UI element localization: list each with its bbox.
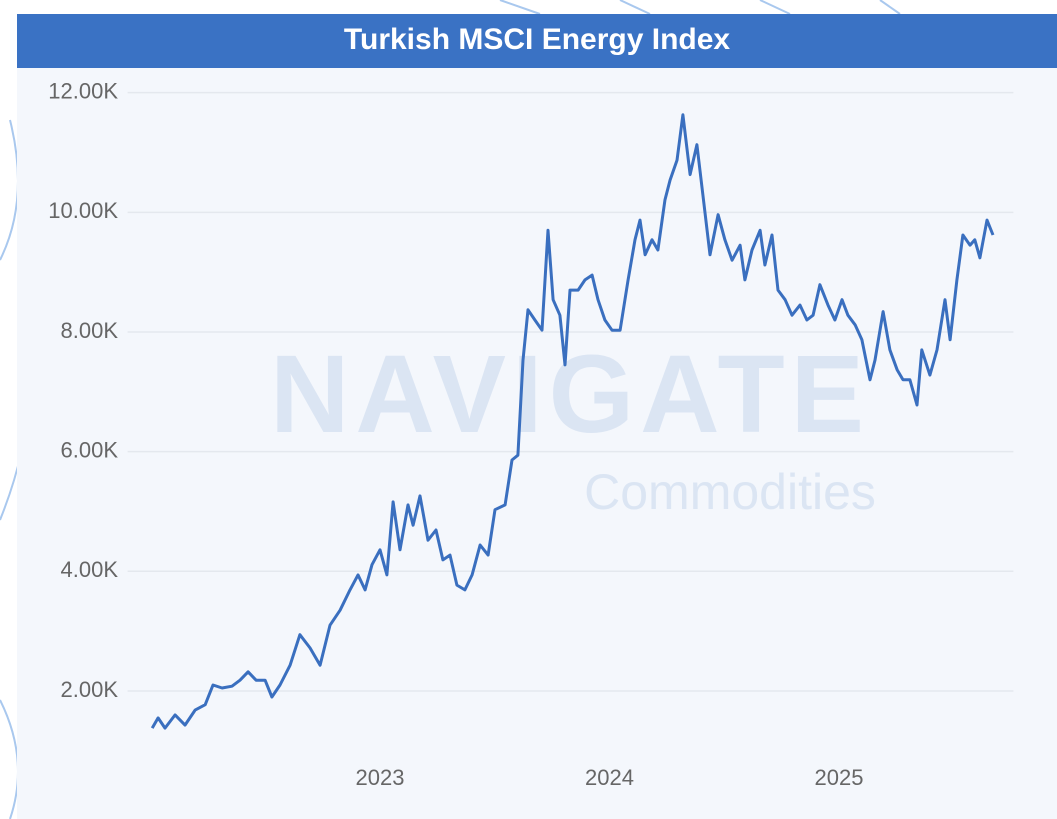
chart-title: Turkish MSCI Energy Index <box>344 23 731 56</box>
y-tick-label: 4.00K <box>61 557 119 582</box>
line-series <box>150 113 995 730</box>
x-tick-label: 2024 <box>585 765 634 790</box>
plot-background <box>17 68 1057 819</box>
y-tick-label: 2.00K <box>61 677 119 702</box>
x-tick-label: 2025 <box>815 765 864 790</box>
y-tick-label: 12.00K <box>48 78 118 103</box>
title-bar <box>17 14 1057 68</box>
watermark-tagline: Commodities <box>584 464 876 520</box>
marks <box>150 113 995 730</box>
labels: 2.00K 4.00K 6.00K 8.00K 10.00K 12.00K 2023 2024… <box>48 78 863 789</box>
grid <box>127 91 1014 692</box>
y-tick-label: 8.00K <box>61 318 119 343</box>
x-tick-label: 2023 <box>356 765 405 790</box>
y-tick-label: 10.00K <box>48 198 118 223</box>
y-tick-label: 6.00K <box>61 437 119 462</box>
watermark-brand: NAVIGATE <box>270 333 870 456</box>
